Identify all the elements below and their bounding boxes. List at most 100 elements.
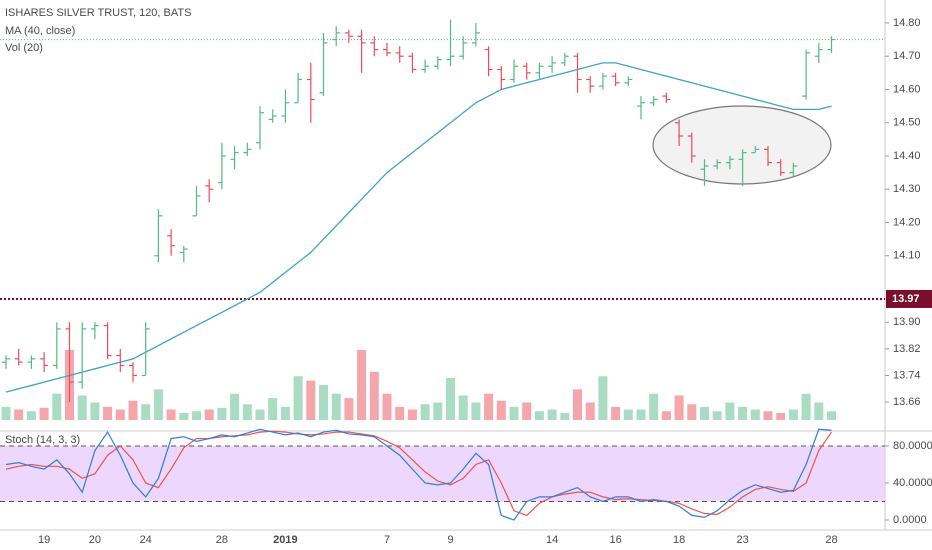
volume-bar (14, 409, 24, 420)
volume-bar (204, 409, 214, 420)
volume-bar (166, 409, 176, 420)
volume-bar (103, 406, 113, 420)
volume-bar (446, 378, 455, 420)
volume-bar (547, 409, 557, 420)
volume-bar (636, 409, 646, 420)
stoch-title: Stoch (14, 3, 3) (5, 434, 80, 446)
stoch-line (5, 430, 832, 517)
volume-bar (522, 402, 532, 420)
x-tick-label: 7 (384, 534, 390, 546)
volume-bar (344, 398, 354, 420)
volume-bar (395, 406, 405, 420)
volume-bar (814, 402, 824, 420)
volume-bar (293, 376, 303, 420)
volume-bar (801, 393, 811, 420)
volume-bar (827, 411, 836, 420)
chart-title: ISHARES SILVER TRUST, 120, BATS (5, 7, 191, 19)
volume-bar (788, 409, 798, 420)
volume-bar (369, 371, 379, 420)
volume-bar (407, 409, 417, 420)
y-tick-label: 14.50 (893, 117, 921, 129)
y-tick-label: 14.80 (893, 17, 921, 29)
volume-bar (179, 413, 189, 420)
x-tick-label: 18 (673, 534, 685, 546)
volume-bar (319, 385, 328, 420)
volume-bar (674, 395, 684, 420)
volume-bar (331, 393, 341, 420)
volume-bar (128, 400, 138, 420)
volume-bar (712, 411, 722, 420)
volume-bar (26, 411, 36, 420)
volume-bar (598, 376, 608, 420)
price-label: 13.97 (892, 293, 920, 305)
x-tick-label: 2019 (273, 534, 297, 546)
volume-bar (687, 404, 697, 420)
x-tick-label: 19 (38, 534, 50, 546)
y-tick-label: 14.10 (893, 250, 921, 262)
volume-bar (1, 406, 11, 420)
volume-bar (649, 393, 659, 420)
volume-bar (750, 409, 760, 420)
volume-bar (560, 413, 570, 420)
volume-bar (306, 380, 316, 420)
volume-bar (509, 406, 519, 420)
marks: 13.66 13.74 13.82 13.90 14.10 14.20 14.30 14.40… (0, 17, 932, 546)
y-tick-label: 14.20 (893, 216, 921, 228)
y-tick-label: 14.30 (893, 183, 921, 195)
volume-bar (471, 402, 481, 420)
volume-bar (280, 406, 290, 420)
volume-bar (382, 393, 392, 420)
x-tick-label: 28 (216, 534, 228, 546)
volume-bar (585, 402, 595, 420)
y-tick-label: 13.74 (893, 369, 921, 381)
y-tick-label: 13.66 (893, 396, 921, 408)
y-tick-label: 40.0000 (893, 477, 932, 489)
y-tick-label: 14.70 (893, 50, 921, 62)
stoch-line (5, 428, 832, 521)
x-tick-label: 24 (140, 534, 152, 546)
volume-bar (242, 404, 252, 420)
volume-bar (534, 411, 544, 420)
y-tick-label: 0.0000 (893, 514, 927, 526)
volume-bar (77, 395, 87, 420)
stoch-band (0, 445, 885, 502)
x-tick-label: 16 (609, 534, 621, 546)
x-tick-label: 28 (825, 534, 837, 546)
volume-bar (217, 407, 227, 420)
y-tick-label: 13.90 (893, 316, 921, 328)
volume-bar (433, 402, 443, 420)
volume-bar (90, 402, 100, 420)
volume-bar (192, 411, 201, 420)
volume-bar (153, 389, 163, 420)
volume-bar (484, 393, 494, 420)
ma-line (5, 62, 832, 393)
volume-bar (661, 411, 671, 420)
legend-ma: MA (40, close) (5, 25, 75, 37)
volume-bar (230, 393, 240, 420)
x-tick-label: 9 (447, 534, 453, 546)
x-tick-label: 23 (736, 534, 748, 546)
volume-bar (39, 407, 49, 420)
volume-bar (738, 406, 748, 420)
volume-bar (115, 409, 125, 420)
price-label-bg (886, 289, 932, 308)
volume-bar (763, 411, 773, 420)
volume-bar (458, 395, 468, 420)
volume-bar (420, 404, 430, 420)
y-tick-label: 80.0000 (893, 440, 932, 452)
volume-bar (700, 406, 709, 420)
x-tick-label: 20 (89, 534, 101, 546)
volume-bar (357, 350, 367, 420)
y-tick-label: 14.60 (893, 83, 921, 95)
volume-bar (776, 413, 786, 420)
volume-bar (611, 406, 621, 420)
volume-bar (141, 404, 151, 420)
volume-bar (52, 393, 62, 420)
volume-bar (573, 389, 582, 420)
volume-bar (255, 409, 265, 420)
volume-bar (496, 400, 506, 420)
y-tick-label: 13.82 (893, 343, 921, 355)
volume-bar (268, 398, 278, 420)
y-tick-label: 14.40 (893, 150, 921, 162)
